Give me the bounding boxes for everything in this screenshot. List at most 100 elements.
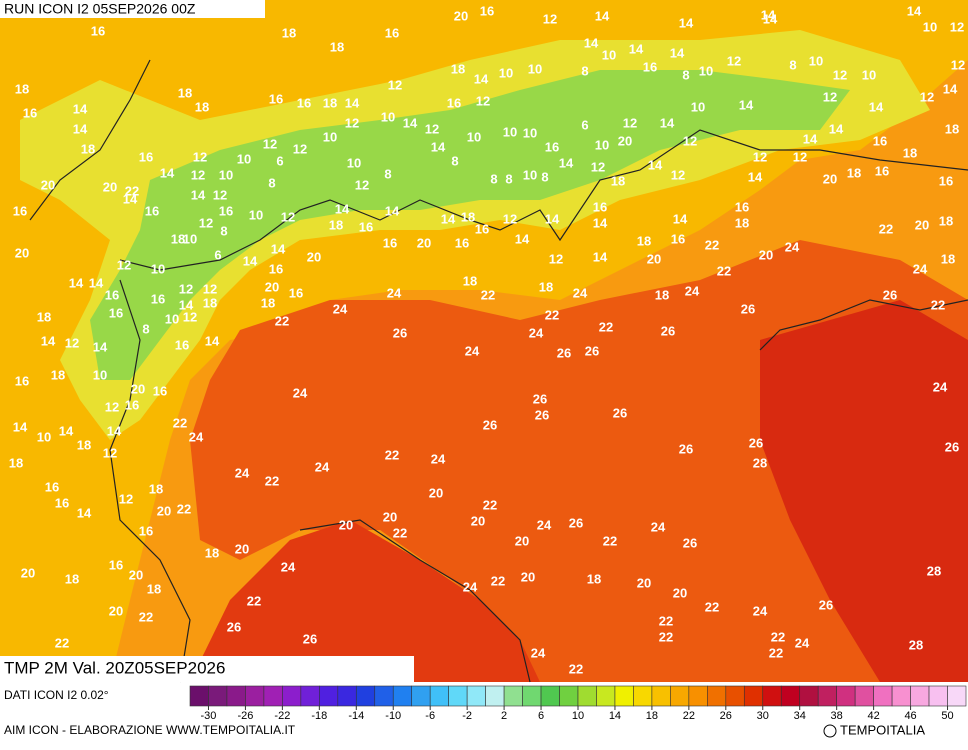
temperature-label: 18 [451,61,465,76]
temperature-label: 10 [528,61,542,76]
source: DATI ICON I2 0.02° [4,688,109,702]
colorbar-label: -6 [425,710,435,722]
temperature-label: 16 [875,163,889,178]
temperature-label: 20 [131,381,145,396]
temperature-label: 16 [45,479,59,494]
temperature-label: 26 [613,405,627,420]
temperature-label: 14 [660,115,675,130]
temperature-label: 18 [945,121,959,136]
temperature-label: 16 [91,23,105,38]
temperature-label: 10 [595,137,609,152]
adriatic-sea [760,300,968,682]
temperature-label: 8 [541,169,548,184]
temperature-label: 10 [93,367,107,382]
colorbar-label: 34 [794,710,806,722]
colorbar-swatch [411,685,431,707]
temperature-label: 16 [105,287,119,302]
temperature-label: 8 [581,63,588,78]
temperature-label: 24 [785,239,800,254]
temperature-label: 14 [385,203,400,218]
temperature-label: 14 [679,15,694,30]
temperature-label: 20 [637,575,651,590]
temperature-label: 20 [647,251,661,266]
colorbar-label: 42 [867,710,879,722]
temperature-label: 18 [903,145,917,160]
temperature-label: 20 [759,247,773,262]
temperature-label: 24 [463,579,478,594]
temperature-label: 14 [93,339,108,354]
temperature-label: 22 [769,645,783,660]
colorbar-swatch [762,685,782,707]
colorbar-swatch [319,685,339,707]
temperature-label: 18 [81,141,95,156]
colorbar-label: 6 [538,710,544,722]
colorbar-label: -18 [311,710,327,722]
temperature-label: 20 [417,235,431,250]
temperature-label: 26 [883,287,897,302]
temperature-label: 12 [793,149,807,164]
temperature-label: 14 [593,215,608,230]
temperature-label: 26 [227,619,241,634]
temperature-label: 22 [275,313,289,328]
temperature-label: 24 [529,325,544,340]
temperature-label: 20 [41,177,55,192]
temperature-label: 20 [618,133,632,148]
temperature-label: 12 [203,281,217,296]
logo-icon [823,724,837,738]
colorbar-swatch [928,685,948,707]
colorbar-swatch [189,685,209,707]
temperature-label: 14 [584,35,599,50]
temperature-label: 20 [673,585,687,600]
temperature-label: 14 [629,41,644,56]
temperature-label: 16 [151,291,165,306]
temperature-label: 12 [549,251,563,266]
temperature-label: 16 [475,221,489,236]
temperature-label: 14 [41,333,56,348]
temperature-label: 24 [431,451,446,466]
temperature-label: 16 [23,105,37,120]
temperature-label: 16 [289,285,303,300]
temperature-label: 22 [603,533,617,548]
temperature-label: 12 [199,215,213,230]
colorbar-swatch [392,685,413,707]
temperature-label: 16 [455,235,469,250]
temperature-label: 12 [65,335,79,350]
temperature-label: 22 [385,447,399,462]
temperature-label: 14 [73,121,88,136]
temperature-label: 16 [873,133,887,148]
colorbar-swatch [226,685,246,707]
temperature-label: 16 [15,373,29,388]
header-box [0,0,265,18]
temperature-label: 20 [307,249,321,264]
temperature-label: 18 [463,273,477,288]
temperature-label: 18 [15,81,29,96]
temperature-label: 20 [515,533,529,548]
temperature-label: 20 [429,485,443,500]
temperature-label: 10 [467,129,481,144]
temperature-label: 10 [237,151,251,166]
colorbar-swatch [300,685,320,707]
temperature-label: 12 [355,177,369,192]
temperature-label: 18 [539,279,553,294]
temperature-labels: 16 18 18 16 20 16 12 14 14 14 14 10 12 18 16 18 18 16 16 18… [9,3,965,676]
temperature-label: 26 [303,631,317,646]
temperature-label: 12 [950,19,964,34]
temperature-label: 8 [142,321,149,336]
temperature-label: 22 [177,501,191,516]
temperature-label: 24 [315,459,330,474]
colorbar-swatch [743,685,764,707]
colorbar-label: -30 [201,710,217,722]
colorbar-swatch [725,685,745,707]
temperature-label: 14 [345,95,360,110]
temperature-label: 24 [333,301,348,316]
temperature-label: 14 [191,187,206,202]
temperature-label: 20 [521,569,535,584]
temperature-label: 18 [587,571,601,586]
temperature-label: 22 [771,629,785,644]
temperature-label: 18 [65,571,79,586]
temperature-label: 18 [611,173,625,188]
colorbar-swatch [337,685,357,707]
temperature-label: 24 [537,517,552,532]
temperature-label: 14 [515,231,530,246]
